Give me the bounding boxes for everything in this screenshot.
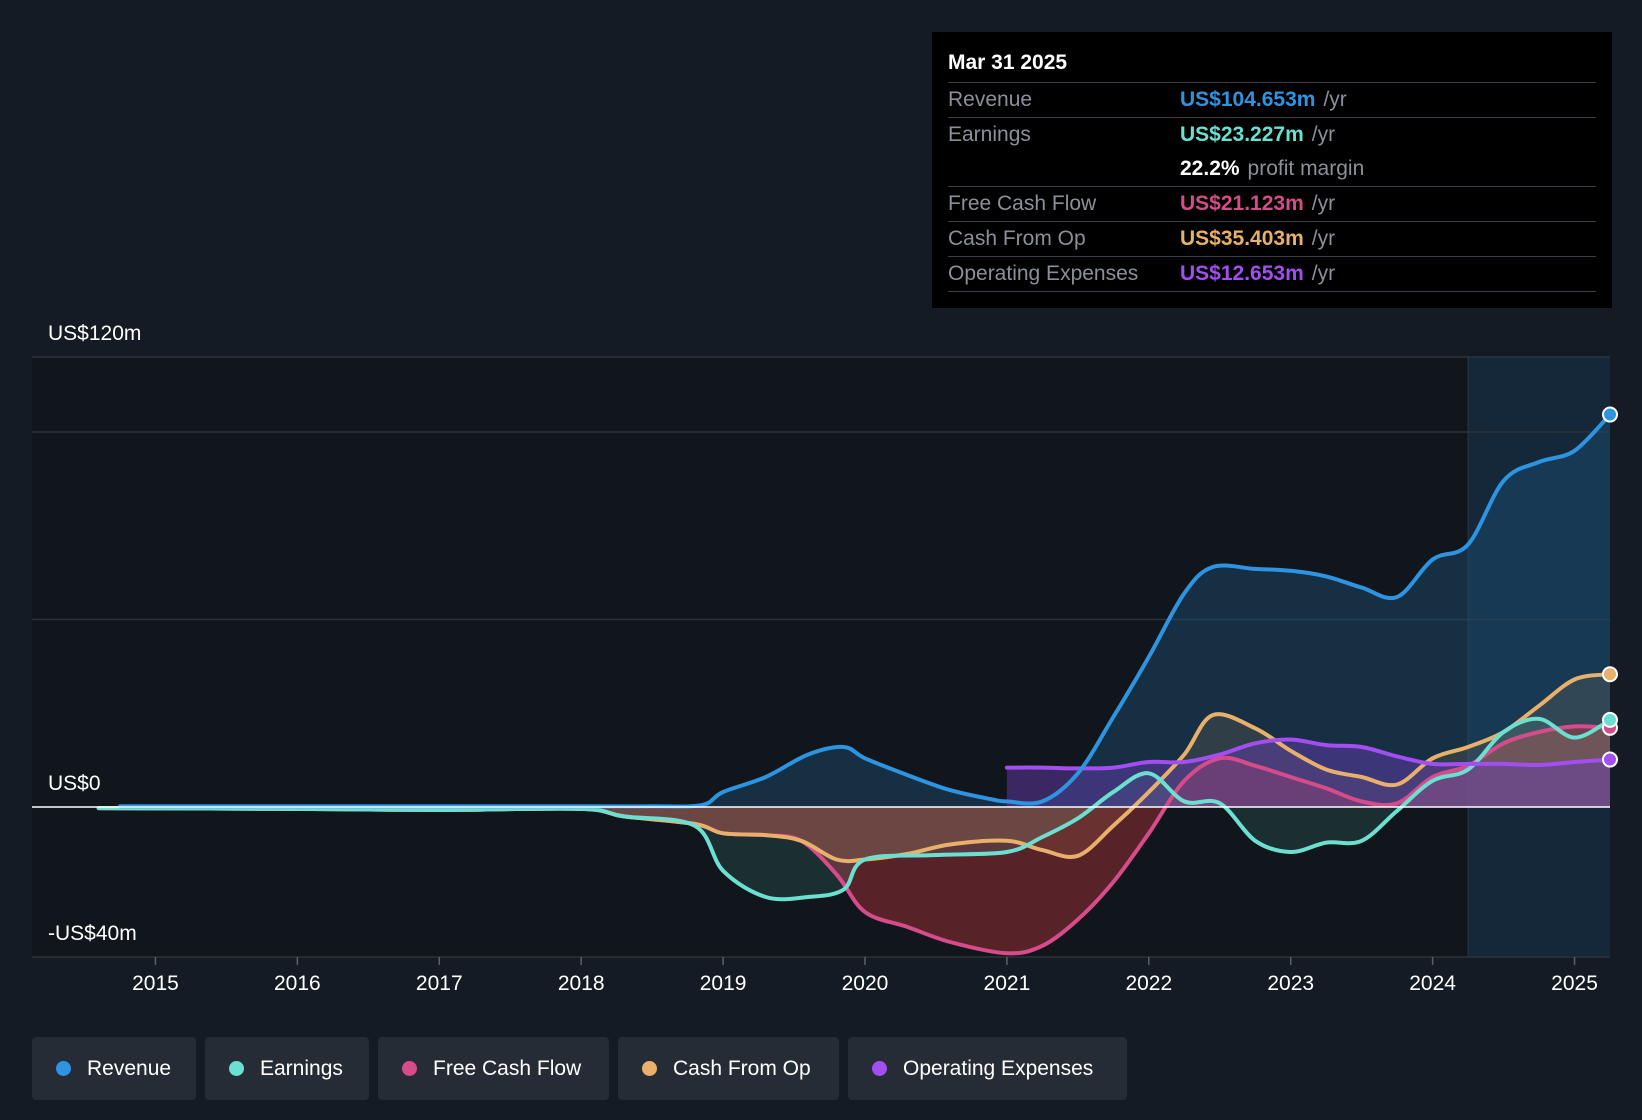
tooltip-unit: profit margin — [1247, 157, 1365, 180]
area-operating-expenses — [1006, 739, 1610, 807]
tooltip-value: 22.2% — [1180, 157, 1240, 180]
tooltip-row-cfo: Cash From Op US$35.403m /yr — [948, 222, 1596, 257]
series-areas — [98, 414, 1611, 954]
x-tick-label: 2017 — [416, 972, 463, 995]
x-tick-label: 2023 — [1267, 972, 1314, 995]
cash-from-op-dot-icon — [642, 1061, 657, 1076]
legend-item-earnings[interactable]: Earnings — [205, 1037, 369, 1100]
free-cash-flow-dot-icon — [402, 1061, 417, 1076]
tooltip-unit: /yr — [1311, 123, 1336, 146]
tooltip-unit: /yr — [1311, 262, 1336, 285]
marker-cash-from-op — [1602, 666, 1618, 683]
tooltip-label — [948, 152, 1180, 186]
area-free-cash-flow — [98, 726, 1611, 954]
tooltip-panel: Mar 31 2025 Revenue US$104.653m /yr Earn… — [932, 32, 1612, 308]
tooltip-label: Earnings — [948, 123, 1031, 146]
tooltip-row-margin: 22.2% profit margin — [948, 152, 1596, 187]
tooltip-row-fcf: Free Cash Flow US$21.123m /yr — [948, 187, 1596, 222]
marker-earnings — [1602, 711, 1618, 728]
endpoint-markers — [1602, 406, 1618, 768]
area-revenue — [120, 414, 1610, 807]
tooltip-value: US$35.403m — [1180, 227, 1304, 250]
x-tick-label: 2018 — [558, 972, 605, 995]
x-tick-label: 2019 — [700, 972, 747, 995]
area-earnings — [98, 718, 1611, 900]
area-cash-from-op — [98, 674, 1611, 862]
x-tick-label: 2025 — [1551, 972, 1598, 995]
earnings-dot-icon — [229, 1061, 244, 1076]
tooltip-unit: /yr — [1323, 88, 1347, 111]
marker-operating-expenses — [1602, 751, 1618, 768]
revenue-dot-icon — [56, 1061, 71, 1076]
forecast-highlight-region — [1468, 357, 1610, 957]
legend-label: Revenue — [87, 1056, 172, 1080]
tooltip-label: Operating Expenses — [948, 262, 1139, 285]
x-tick-label: 2021 — [984, 972, 1031, 995]
tooltip-label: Free Cash Flow — [948, 192, 1097, 215]
legend: Revenue Earnings Free Cash Flow Cash Fro… — [32, 1037, 1127, 1100]
tooltip-value: US$12.653m — [1180, 262, 1304, 285]
tooltip-unit: /yr — [1311, 192, 1336, 215]
tooltip-value: US$21.123m — [1180, 192, 1304, 215]
x-tick-label: 2015 — [132, 972, 179, 995]
tooltip-value: US$104.653m — [1180, 88, 1316, 111]
tooltip-row-opex: Operating Expenses US$12.653m /yr — [948, 257, 1596, 292]
gridlines — [32, 356, 1610, 958]
tooltip-unit: /yr — [1311, 227, 1336, 250]
line-earnings — [96, 716, 1612, 902]
legend-item-cash-from-op[interactable]: Cash From Op — [618, 1037, 839, 1100]
legend-label: Operating Expenses — [903, 1056, 1094, 1080]
tooltip-value: US$23.227m — [1180, 123, 1304, 146]
x-tick-label: 2020 — [842, 972, 889, 995]
tooltip-date: Mar 31 2025 — [948, 48, 1596, 83]
line-operating-expenses — [1004, 737, 1612, 771]
y-label-zero: US$0 — [48, 772, 101, 795]
x-tick-label: 2024 — [1409, 972, 1456, 995]
legend-item-operating-expenses[interactable]: Operating Expenses — [848, 1037, 1127, 1100]
marker-revenue — [1602, 406, 1618, 423]
legend-label: Free Cash Flow — [433, 1056, 582, 1080]
tooltip-row-revenue: Revenue US$104.653m /yr — [948, 83, 1596, 118]
legend-label: Earnings — [260, 1056, 343, 1080]
operating-expenses-dot-icon — [872, 1061, 887, 1076]
tooltip-label: Cash From Op — [948, 227, 1086, 250]
legend-item-free-cash-flow[interactable]: Free Cash Flow — [378, 1037, 609, 1100]
legend-item-revenue[interactable]: Revenue — [32, 1037, 196, 1100]
y-label-top: US$120m — [48, 322, 141, 345]
x-tick-label: 2022 — [1125, 972, 1172, 995]
tooltip-label: Revenue — [948, 88, 1033, 111]
legend-label: Cash From Op — [673, 1056, 811, 1080]
x-tick-label: 2016 — [274, 972, 321, 995]
x-axis-ticks: 2015 2016 2017 2018 2019 2020 2021 2022 2023 2024… — [132, 957, 1598, 995]
y-label-bottom: -US$40m — [48, 922, 137, 945]
tooltip-row-earnings: Earnings US$23.227m /yr — [948, 118, 1596, 152]
